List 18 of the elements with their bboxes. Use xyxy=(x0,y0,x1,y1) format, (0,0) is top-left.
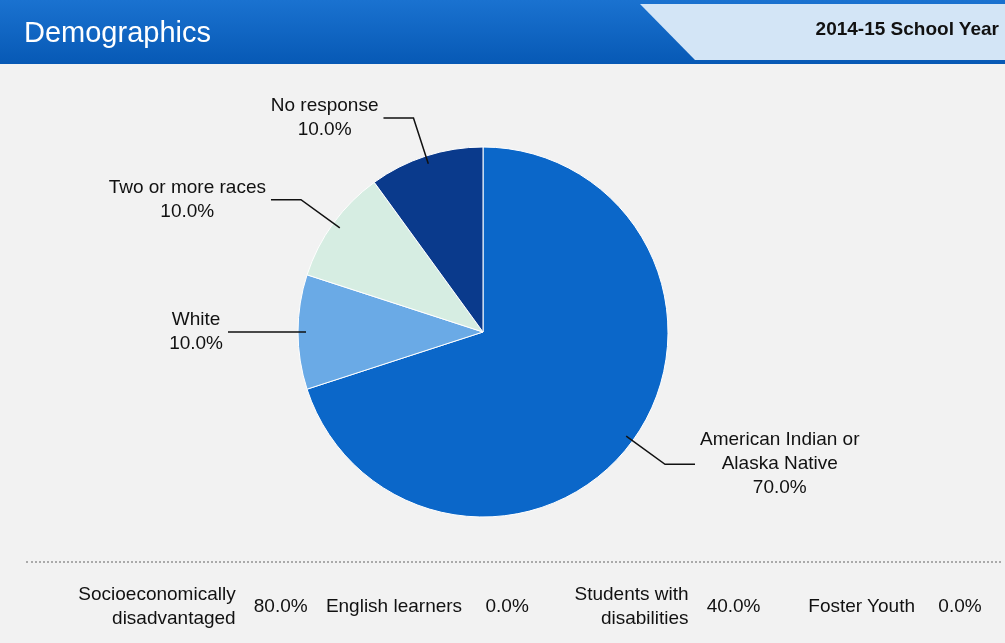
text: Socioeconomically disadvantaged xyxy=(77,582,236,630)
text: 40.0% xyxy=(705,595,762,617)
slice-label: Two or more races xyxy=(108,175,266,197)
data-label: 10.0% xyxy=(297,118,352,140)
text: English learners xyxy=(325,594,463,618)
data-label: 70.0% xyxy=(752,476,807,498)
text: Foster Youth xyxy=(807,594,915,618)
chart-title: Demographics xyxy=(24,16,211,49)
text: 0.0% xyxy=(484,595,530,617)
slice-label: No response xyxy=(270,94,379,116)
text: 2014-15 School Year xyxy=(815,18,999,40)
data-label: 10.0% xyxy=(169,332,224,354)
slice-label: American Indian or Alaska Native xyxy=(700,428,861,474)
text: Students with disabilities xyxy=(573,582,689,630)
text: 0.0% xyxy=(937,595,983,617)
data-label: 10.0% xyxy=(160,199,215,221)
text: 80.0% xyxy=(252,595,309,617)
slice-label: White xyxy=(171,308,221,330)
